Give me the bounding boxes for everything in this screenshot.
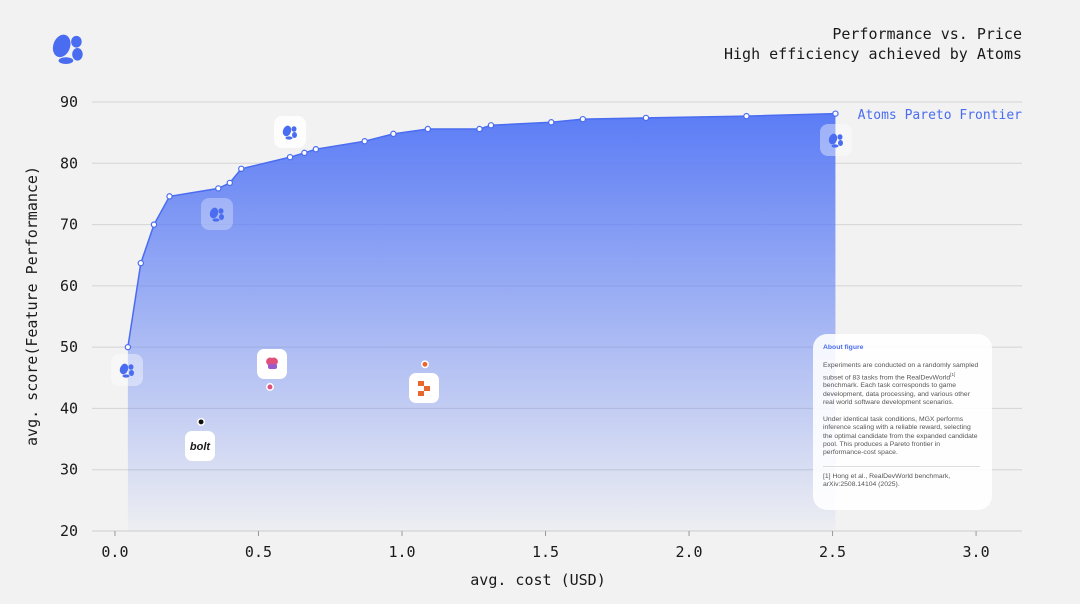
icons bbox=[111, 116, 852, 461]
frontier-point bbox=[361, 138, 368, 145]
x-tick-label: 3.0 bbox=[963, 543, 990, 561]
x-tick-label: 0.0 bbox=[101, 543, 128, 561]
point bbox=[197, 417, 206, 426]
frontier-point bbox=[124, 343, 132, 351]
frontier-point bbox=[579, 115, 587, 123]
chart-title: Performance vs. Price bbox=[832, 25, 1022, 43]
frontier-point bbox=[312, 145, 320, 153]
y-tick-label: 90 bbox=[60, 93, 78, 111]
note-text: benchmark. Each task corresponds to game… bbox=[823, 382, 970, 407]
frontier-point bbox=[743, 112, 750, 120]
point bbox=[266, 383, 274, 391]
frontier-point bbox=[137, 259, 144, 267]
note-reference: [1] Hong et al., RealDevWorld benchmark,… bbox=[823, 465, 980, 490]
note-sup: [1] bbox=[950, 371, 956, 377]
x-tick-label: 0.5 bbox=[245, 543, 272, 561]
note-paragraph: Under identical task conditions, MGX per… bbox=[823, 415, 978, 457]
x-axis-label: avg. cost (USD) bbox=[470, 571, 605, 589]
legend-label: Atoms Pareto Frontier bbox=[858, 108, 1023, 123]
frontier-point bbox=[487, 122, 495, 129]
logo bbox=[49, 32, 83, 64]
bolt-logo: bolt bbox=[190, 441, 211, 453]
y-tick-label: 80 bbox=[60, 154, 78, 172]
about-figure: About figure Experiments are conducted o… bbox=[813, 334, 992, 510]
note-paragraph: Experiments are conducted on a randomly … bbox=[823, 362, 980, 407]
note-title: About figure bbox=[823, 344, 864, 351]
frontier-point bbox=[642, 114, 650, 122]
frontier-point bbox=[548, 119, 555, 126]
frontier-point bbox=[166, 193, 173, 200]
frontier-area bbox=[127, 113, 836, 531]
frontier-point bbox=[238, 165, 245, 173]
y-axis-label: avg. score(Feature Performance) bbox=[23, 166, 41, 446]
y-tick-label: 50 bbox=[60, 338, 78, 356]
frontier-point bbox=[476, 125, 483, 133]
point bbox=[421, 360, 429, 369]
y-tick-label: 20 bbox=[60, 522, 78, 540]
frontier-point bbox=[390, 130, 397, 138]
y-tick-label: 70 bbox=[60, 216, 78, 234]
marks bbox=[124, 110, 839, 531]
chart-subtitle: High efficiency achieved by Atoms bbox=[724, 45, 1022, 63]
y-tick-label: 30 bbox=[60, 461, 78, 479]
y-tick-label: 60 bbox=[60, 277, 78, 295]
note-text: Experiments are conducted on a randomly … bbox=[823, 362, 979, 382]
x-tick-label: 2.0 bbox=[675, 543, 702, 561]
frontier-point bbox=[286, 153, 294, 161]
frontier-point bbox=[215, 185, 222, 192]
x-tick-label: 2.5 bbox=[819, 543, 846, 561]
frontier-point bbox=[226, 179, 233, 187]
frontier-point bbox=[424, 125, 432, 133]
x-tick-label: 1.0 bbox=[388, 543, 415, 561]
frontier-line bbox=[127, 112, 836, 348]
y-tick-label: 40 bbox=[60, 399, 78, 417]
frontier-point bbox=[832, 110, 839, 117]
x-tick-label: 1.5 bbox=[532, 543, 559, 561]
frontier-point bbox=[150, 221, 158, 228]
frontier-point bbox=[301, 149, 308, 157]
